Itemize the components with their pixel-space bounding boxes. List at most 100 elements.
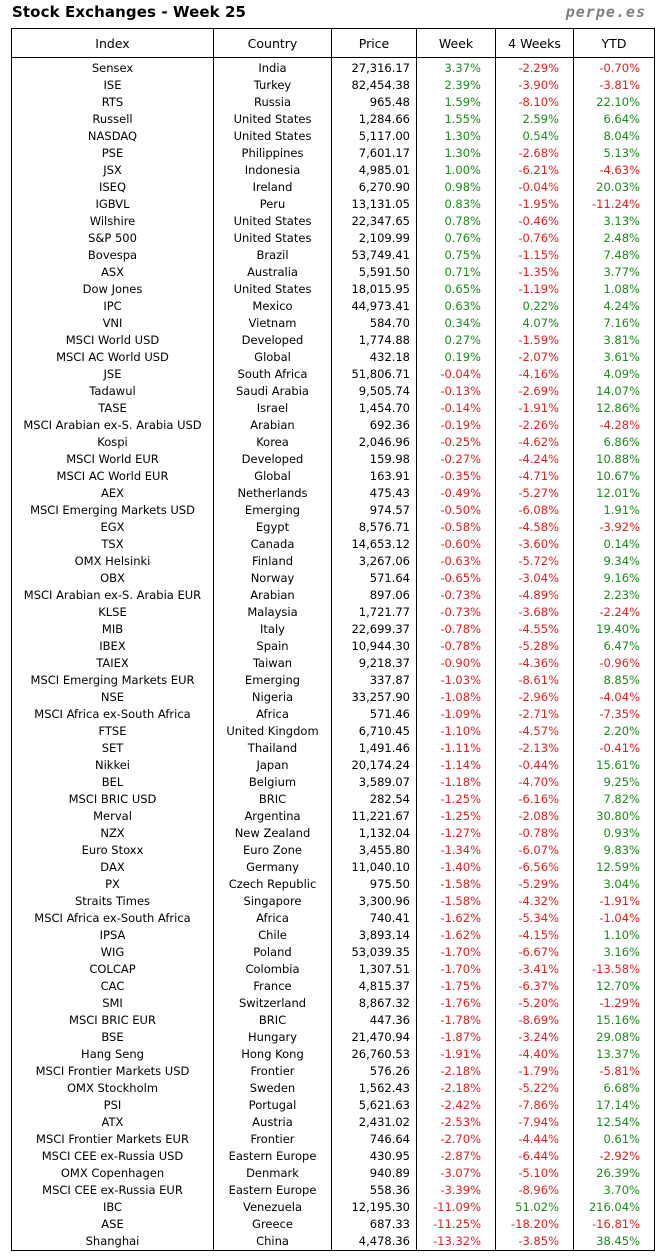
country-cell: Africa bbox=[213, 910, 332, 927]
index-cell: PSI bbox=[11, 1097, 214, 1114]
table-row: TAIEX Taiwan 9,218.37 -0.90% -4.36% -0.96% bbox=[11, 655, 655, 672]
ytd-change-cell: 15.16% bbox=[573, 1012, 655, 1029]
index-cell: ATX bbox=[11, 1114, 214, 1131]
ytd-change-cell: 12.86% bbox=[573, 400, 655, 417]
country-cell: BRIC bbox=[213, 1012, 332, 1029]
index-cell: Straits Times bbox=[11, 893, 214, 910]
four-week-change-cell: -4.44% bbox=[495, 1131, 574, 1148]
country-cell: India bbox=[213, 57, 332, 77]
index-cell: MSCI CEE ex-Russia USD bbox=[11, 1148, 214, 1165]
ytd-change-cell: 3.81% bbox=[573, 332, 655, 349]
ytd-change-cell: 6.64% bbox=[573, 111, 655, 128]
table-row: MSCI AC World USD Global 432.18 0.19% -2.07%… bbox=[11, 349, 655, 366]
week-change-cell: -2.70% bbox=[416, 1131, 496, 1148]
country-cell: Poland bbox=[213, 944, 332, 961]
ytd-change-cell: 8.04% bbox=[573, 128, 655, 145]
ytd-change-cell: 9.25% bbox=[573, 774, 655, 791]
country-cell: Turkey bbox=[213, 77, 332, 94]
week-change-cell: -1.62% bbox=[416, 910, 496, 927]
table-row: Kospi Korea 2,046.96 -0.25% -4.62% 6.86% bbox=[11, 434, 655, 451]
table-row: RTS Russia 965.48 1.59% -8.10% 22.10% bbox=[11, 94, 655, 111]
table-row: PSI Portugal 5,621.63 -2.42% -7.86% 17.14% bbox=[11, 1097, 655, 1114]
week-change-cell: -1.40% bbox=[416, 859, 496, 876]
index-cell: MSCI Arabian ex-S. Arabia USD bbox=[11, 417, 214, 434]
index-cell: Merval bbox=[11, 808, 214, 825]
price-cell: 53,749.41 bbox=[331, 247, 417, 264]
index-cell: DAX bbox=[11, 859, 214, 876]
four-week-change-cell: -3.90% bbox=[495, 77, 574, 94]
four-week-change-cell: -1.15% bbox=[495, 247, 574, 264]
country-cell: Venezuela bbox=[213, 1199, 332, 1216]
four-week-change-cell: 51.02% bbox=[495, 1199, 574, 1216]
week-change-cell: -1.27% bbox=[416, 825, 496, 842]
index-cell: MSCI BRIC USD bbox=[11, 791, 214, 808]
index-cell: JSE bbox=[11, 366, 214, 383]
week-change-cell: -1.10% bbox=[416, 723, 496, 740]
ytd-change-cell: -0.96% bbox=[573, 655, 655, 672]
four-week-change-cell: -18.20% bbox=[495, 1216, 574, 1233]
country-cell: Thailand bbox=[213, 740, 332, 757]
country-cell: Canada bbox=[213, 536, 332, 553]
country-cell: Arabian bbox=[213, 587, 332, 604]
price-cell: 5,621.63 bbox=[331, 1097, 417, 1114]
index-cell: EGX bbox=[11, 519, 214, 536]
index-cell: NSE bbox=[11, 689, 214, 706]
index-cell: IPSA bbox=[11, 927, 214, 944]
ytd-change-cell: 20.03% bbox=[573, 179, 655, 196]
table-row: Merval Argentina 11,221.67 -1.25% -2.08% 30.8… bbox=[11, 808, 655, 825]
country-cell: Taiwan bbox=[213, 655, 332, 672]
table-row: BSE Hungary 21,470.94 -1.87% -3.24% 29.08% bbox=[11, 1029, 655, 1046]
four-week-change-cell: -2.96% bbox=[495, 689, 574, 706]
country-cell: Israel bbox=[213, 400, 332, 417]
week-change-cell: -1.76% bbox=[416, 995, 496, 1012]
ytd-change-cell: 0.61% bbox=[573, 1131, 655, 1148]
four-week-change-cell: 2.59% bbox=[495, 111, 574, 128]
four-week-change-cell: -7.86% bbox=[495, 1097, 574, 1114]
ytd-change-cell: -3.92% bbox=[573, 519, 655, 536]
index-cell: OBX bbox=[11, 570, 214, 587]
column-header-price: Price bbox=[331, 28, 417, 58]
four-week-change-cell: -6.67% bbox=[495, 944, 574, 961]
week-change-cell: 0.27% bbox=[416, 332, 496, 349]
ytd-change-cell: 6.47% bbox=[573, 638, 655, 655]
price-cell: 337.87 bbox=[331, 672, 417, 689]
country-cell: Brazil bbox=[213, 247, 332, 264]
country-cell: Developed bbox=[213, 451, 332, 468]
week-change-cell: -0.73% bbox=[416, 587, 496, 604]
week-change-cell: 0.19% bbox=[416, 349, 496, 366]
index-cell: JSX bbox=[11, 162, 214, 179]
four-week-change-cell: -3.41% bbox=[495, 961, 574, 978]
country-cell: China bbox=[213, 1233, 332, 1251]
country-cell: Russia bbox=[213, 94, 332, 111]
country-cell: Norway bbox=[213, 570, 332, 587]
week-change-cell: 0.76% bbox=[416, 230, 496, 247]
week-change-cell: 1.55% bbox=[416, 111, 496, 128]
ytd-change-cell: 8.85% bbox=[573, 672, 655, 689]
price-cell: 11,221.67 bbox=[331, 808, 417, 825]
index-cell: MSCI World USD bbox=[11, 332, 214, 349]
week-change-cell: 0.98% bbox=[416, 179, 496, 196]
index-cell: AEX bbox=[11, 485, 214, 502]
table-row: OBX Norway 571.64 -0.65% -3.04% 9.16% bbox=[11, 570, 655, 587]
index-cell: MSCI Arabian ex-S. Arabia EUR bbox=[11, 587, 214, 604]
price-cell: 26,760.53 bbox=[331, 1046, 417, 1063]
week-change-cell: -1.78% bbox=[416, 1012, 496, 1029]
ytd-change-cell: 0.93% bbox=[573, 825, 655, 842]
index-cell: SET bbox=[11, 740, 214, 757]
four-week-change-cell: -0.04% bbox=[495, 179, 574, 196]
index-cell: IGBVL bbox=[11, 196, 214, 213]
price-cell: 2,046.96 bbox=[331, 434, 417, 451]
ytd-change-cell: -4.04% bbox=[573, 689, 655, 706]
four-week-change-cell: -5.72% bbox=[495, 553, 574, 570]
index-cell: SMI bbox=[11, 995, 214, 1012]
country-cell: United States bbox=[213, 281, 332, 298]
table-row: JSX Indonesia 4,985.01 1.00% -6.21% -4.63% bbox=[11, 162, 655, 179]
four-week-change-cell: -4.24% bbox=[495, 451, 574, 468]
ytd-change-cell: -0.70% bbox=[573, 57, 655, 77]
country-cell: Hungary bbox=[213, 1029, 332, 1046]
four-week-change-cell: -1.91% bbox=[495, 400, 574, 417]
ytd-change-cell: -1.04% bbox=[573, 910, 655, 927]
four-week-change-cell: -6.44% bbox=[495, 1148, 574, 1165]
week-change-cell: 3.37% bbox=[416, 57, 496, 77]
table-row: Nikkei Japan 20,174.24 -1.14% -0.44% 15.61% bbox=[11, 757, 655, 774]
